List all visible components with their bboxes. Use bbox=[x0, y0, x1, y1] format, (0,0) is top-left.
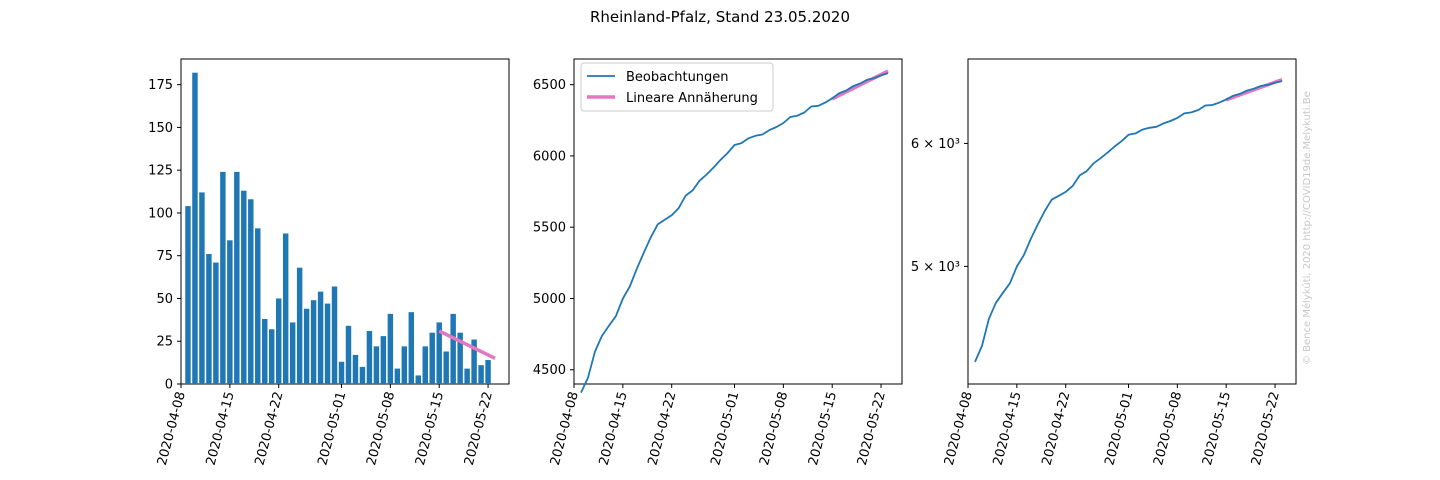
bar bbox=[359, 366, 366, 384]
bar bbox=[199, 192, 205, 384]
x-tick-label: 2020-05-01 bbox=[315, 390, 349, 467]
bar bbox=[227, 240, 233, 384]
y-tick-label: 6500 bbox=[533, 78, 566, 93]
bar bbox=[310, 300, 317, 384]
bar bbox=[324, 303, 331, 384]
x-tick-label: 2020-05-08 bbox=[364, 390, 398, 467]
y-tick-label: 125 bbox=[148, 164, 173, 179]
x-tick-label: 2020-04-22 bbox=[646, 390, 680, 467]
y-tick-label: 25 bbox=[156, 335, 173, 350]
y-tick-label: 50 bbox=[156, 292, 173, 307]
bar bbox=[255, 228, 261, 384]
x-tick-label: 2020-04-22 bbox=[253, 390, 287, 467]
legend-label-fit: Lineare Annäherung bbox=[626, 91, 758, 106]
bar bbox=[331, 286, 338, 384]
figure-title: Rheinland-Pfalz, Stand 23.05.2020 bbox=[590, 8, 850, 26]
x-tick-label: 2020-05-08 bbox=[1151, 390, 1185, 467]
y-tick-label: 150 bbox=[148, 121, 173, 136]
bar bbox=[282, 233, 289, 384]
bar bbox=[436, 322, 442, 384]
bar bbox=[401, 346, 408, 384]
bar bbox=[269, 329, 275, 384]
x-tick-label: 2020-05-15 bbox=[806, 390, 840, 467]
x-tick-label: 2020-04-08 bbox=[548, 390, 582, 467]
x-tick-label: 2020-05-22 bbox=[1249, 390, 1283, 467]
x-tick-label: 2020-04-15 bbox=[204, 390, 238, 467]
x-tick-label: 2020-05-08 bbox=[757, 390, 791, 467]
bar bbox=[338, 361, 345, 384]
bar bbox=[185, 206, 191, 384]
bar bbox=[262, 319, 268, 384]
bar bbox=[192, 72, 198, 385]
axes-frame bbox=[180, 58, 510, 385]
bar bbox=[296, 267, 303, 384]
y-tick-label: 6 × 10³ bbox=[911, 137, 960, 152]
y-tick-label: 6000 bbox=[533, 149, 566, 164]
bar bbox=[464, 368, 470, 384]
bar bbox=[387, 313, 394, 384]
x-tick-label: 2020-05-01 bbox=[708, 390, 742, 467]
legend-label-observations: Beobachtungen bbox=[626, 70, 729, 85]
bar bbox=[429, 332, 435, 384]
x-tick-label: 2020-05-22 bbox=[462, 390, 496, 467]
cumulative-log-axes: 2020-04-08 2020-04-15 2020-04-22 2020-05-01… bbox=[911, 58, 1297, 467]
bar bbox=[234, 171, 240, 384]
bar bbox=[373, 346, 380, 384]
y-tick-label: 100 bbox=[148, 206, 173, 221]
observation-line bbox=[974, 80, 1283, 363]
bar bbox=[408, 312, 415, 384]
bar bbox=[275, 298, 282, 384]
bar bbox=[248, 199, 254, 384]
bar bbox=[213, 262, 219, 384]
bar bbox=[394, 368, 401, 384]
bar bbox=[289, 322, 296, 384]
x-tick-label: 2020-05-22 bbox=[855, 390, 889, 467]
bar bbox=[450, 313, 456, 384]
bar bbox=[241, 190, 247, 384]
axes-frame bbox=[573, 58, 903, 385]
watermark: © Bence Mélykúti, 2020 http://COVID19de.… bbox=[1301, 91, 1313, 365]
bar bbox=[380, 336, 387, 384]
axes-frame bbox=[967, 58, 1297, 385]
bar bbox=[415, 375, 421, 384]
y-tick-label: 75 bbox=[156, 249, 173, 264]
bar bbox=[317, 291, 324, 384]
x-tick-label: 2020-05-15 bbox=[1200, 390, 1234, 467]
x-tick-label: 2020-04-15 bbox=[991, 390, 1025, 467]
x-tick-label: 2020-05-15 bbox=[413, 390, 447, 467]
bar bbox=[443, 351, 449, 384]
bar bbox=[206, 254, 212, 384]
legend: Beobachtungen Lineare Annäherung bbox=[580, 62, 774, 112]
y-tick-label: 5000 bbox=[533, 292, 566, 307]
x-tick-label: 2020-04-08 bbox=[155, 390, 189, 467]
legend-box bbox=[580, 62, 774, 112]
bar bbox=[366, 330, 373, 384]
bar bbox=[422, 346, 428, 384]
bar bbox=[478, 365, 484, 384]
bar bbox=[485, 360, 491, 384]
y-tick-label: 5500 bbox=[533, 221, 566, 236]
y-tick-label: 0 bbox=[165, 378, 173, 393]
bar bbox=[345, 325, 352, 384]
bar bbox=[471, 339, 477, 384]
x-tick-label: 2020-04-08 bbox=[942, 390, 976, 467]
daily-bars-axes: 2020-04-08 2020-04-15 2020-04-22 2020-05-01… bbox=[148, 58, 510, 467]
cumulative-linear-axes: 2020-04-08 2020-04-15 2020-04-22 2020-05-01… bbox=[533, 58, 903, 467]
y-tick-label: 175 bbox=[148, 78, 173, 93]
fit-line bbox=[438, 329, 496, 360]
x-tick-label: 2020-04-22 bbox=[1040, 390, 1074, 467]
x-tick-label: 2020-04-15 bbox=[597, 390, 631, 467]
x-tick-label: 2020-05-01 bbox=[1102, 390, 1136, 467]
bar bbox=[352, 354, 359, 384]
y-tick-label: 4500 bbox=[533, 363, 566, 378]
bar bbox=[457, 332, 463, 384]
observation-line bbox=[580, 72, 889, 393]
bar bbox=[303, 308, 310, 384]
bar bbox=[220, 171, 226, 384]
y-tick-label: 5 × 10³ bbox=[911, 260, 960, 275]
